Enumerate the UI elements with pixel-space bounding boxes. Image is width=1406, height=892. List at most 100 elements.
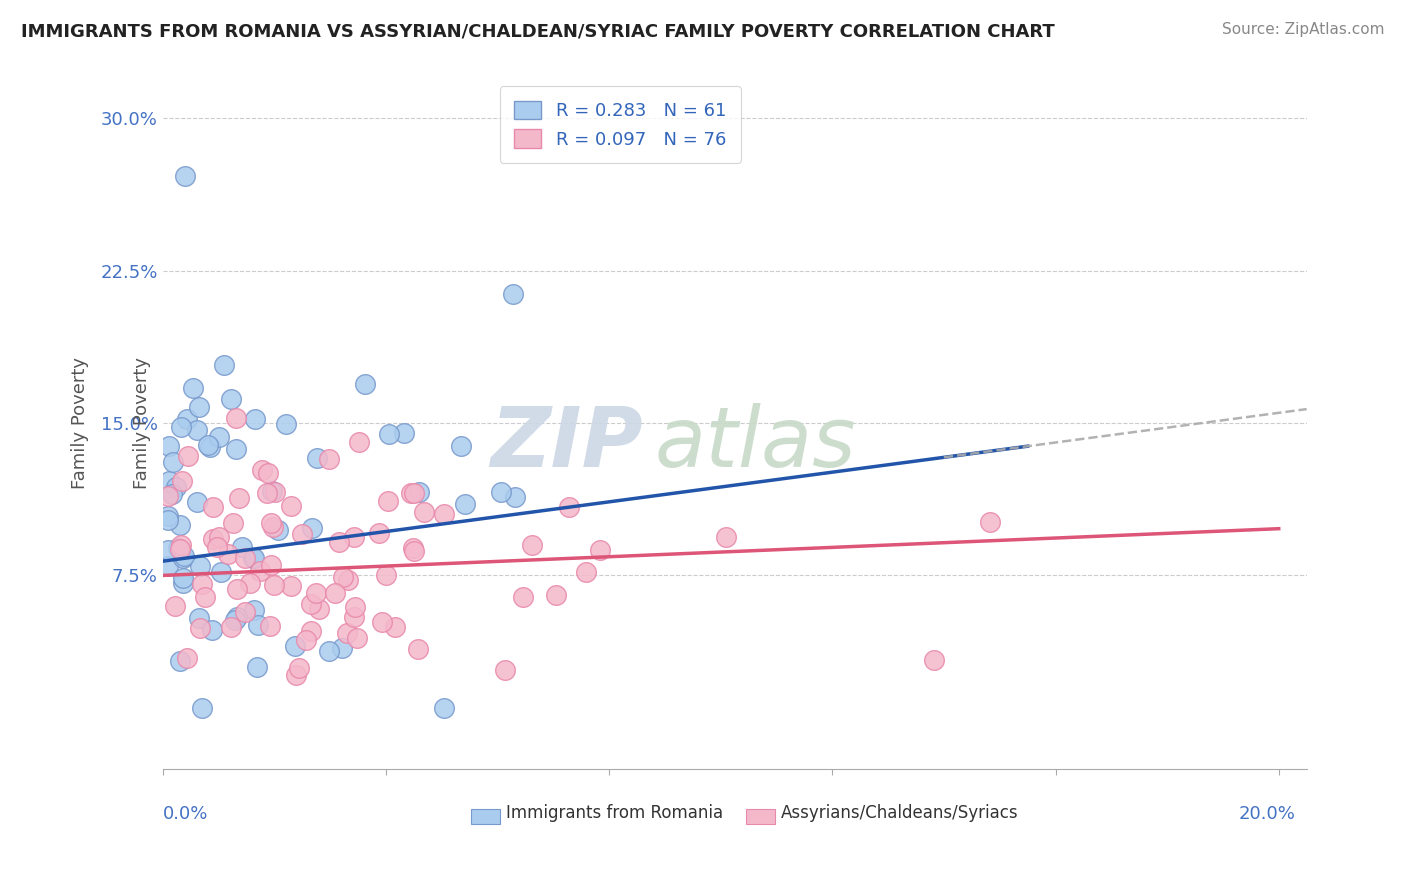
Point bbox=[157, 439, 180, 453]
Point bbox=[246, 618, 269, 632]
Point bbox=[233, 605, 256, 619]
Point bbox=[191, 700, 214, 714]
Point bbox=[404, 486, 426, 500]
Point bbox=[260, 558, 283, 573]
Point bbox=[226, 582, 249, 596]
Point bbox=[165, 480, 187, 494]
Point bbox=[222, 516, 245, 530]
Text: ZIP: ZIP bbox=[491, 403, 643, 484]
Point bbox=[176, 650, 198, 665]
Point bbox=[402, 541, 425, 556]
Point bbox=[494, 663, 516, 677]
Point bbox=[219, 619, 242, 633]
Point bbox=[280, 499, 302, 513]
Point bbox=[242, 551, 264, 566]
Point bbox=[353, 376, 375, 391]
Point bbox=[188, 611, 211, 625]
Point bbox=[574, 566, 596, 580]
Point bbox=[413, 505, 436, 519]
Point bbox=[522, 538, 544, 552]
Point bbox=[157, 474, 180, 488]
Point bbox=[399, 485, 422, 500]
Text: Assyrians/Chaldeans/Syriacs: Assyrians/Chaldeans/Syriacs bbox=[780, 805, 1018, 822]
Point bbox=[924, 653, 946, 667]
Point bbox=[169, 518, 191, 533]
Point bbox=[233, 550, 256, 565]
Point bbox=[157, 542, 180, 557]
Point bbox=[194, 590, 217, 604]
Point bbox=[343, 530, 366, 544]
Point bbox=[208, 430, 231, 444]
Point bbox=[212, 358, 235, 372]
Point bbox=[276, 417, 298, 431]
Point bbox=[344, 600, 367, 615]
Point bbox=[264, 485, 287, 500]
Point bbox=[225, 410, 247, 425]
Point bbox=[323, 586, 346, 600]
Point bbox=[208, 530, 231, 544]
Point bbox=[188, 621, 211, 635]
Point bbox=[558, 500, 581, 514]
Point bbox=[262, 520, 284, 534]
Point bbox=[260, 483, 283, 498]
Point bbox=[450, 438, 472, 452]
Point bbox=[406, 642, 429, 657]
Point bbox=[224, 613, 246, 627]
Point bbox=[256, 486, 278, 500]
Point bbox=[197, 438, 219, 452]
Point bbox=[291, 527, 314, 541]
Point bbox=[162, 455, 184, 469]
Point bbox=[714, 530, 737, 544]
Point bbox=[371, 615, 394, 629]
Point bbox=[249, 564, 271, 578]
Point bbox=[433, 700, 456, 714]
Point bbox=[367, 525, 389, 540]
Point bbox=[188, 400, 211, 414]
Point bbox=[392, 425, 415, 440]
Point bbox=[243, 412, 266, 426]
Point bbox=[157, 558, 180, 573]
Point bbox=[284, 668, 307, 682]
Point bbox=[174, 169, 197, 184]
Point bbox=[307, 451, 329, 466]
Point bbox=[166, 541, 188, 556]
Point bbox=[186, 423, 208, 437]
Point bbox=[170, 538, 193, 552]
Point bbox=[454, 497, 477, 511]
Point bbox=[226, 610, 249, 624]
Point bbox=[402, 544, 425, 558]
Point bbox=[346, 631, 368, 645]
Text: atlas: atlas bbox=[655, 403, 856, 484]
Point bbox=[280, 579, 302, 593]
Point bbox=[169, 654, 191, 668]
Point bbox=[176, 449, 198, 463]
Point bbox=[336, 625, 359, 640]
Point bbox=[170, 420, 193, 434]
Point bbox=[503, 490, 526, 504]
Point bbox=[433, 508, 456, 522]
Point bbox=[384, 620, 406, 634]
Point bbox=[512, 591, 534, 605]
Point bbox=[260, 516, 283, 531]
Point bbox=[489, 484, 512, 499]
Point bbox=[157, 489, 180, 503]
Point bbox=[231, 540, 253, 554]
Point bbox=[163, 599, 186, 614]
Point bbox=[267, 523, 290, 537]
Point bbox=[257, 466, 280, 480]
Point bbox=[188, 559, 211, 574]
FancyBboxPatch shape bbox=[471, 809, 501, 824]
Text: IMMIGRANTS FROM ROMANIA VS ASSYRIAN/CHALDEAN/SYRIAC FAMILY POVERTY CORRELATION C: IMMIGRANTS FROM ROMANIA VS ASSYRIAN/CHAL… bbox=[21, 22, 1054, 40]
Point bbox=[173, 549, 195, 563]
Point bbox=[263, 578, 285, 592]
Point bbox=[347, 435, 370, 450]
FancyBboxPatch shape bbox=[747, 809, 775, 824]
Point bbox=[502, 287, 524, 301]
Point bbox=[299, 597, 322, 611]
Point bbox=[219, 392, 242, 406]
Point bbox=[225, 442, 247, 456]
Point bbox=[243, 550, 266, 565]
Text: 0.0%: 0.0% bbox=[163, 805, 208, 823]
Point bbox=[205, 541, 228, 555]
Point bbox=[172, 550, 194, 565]
